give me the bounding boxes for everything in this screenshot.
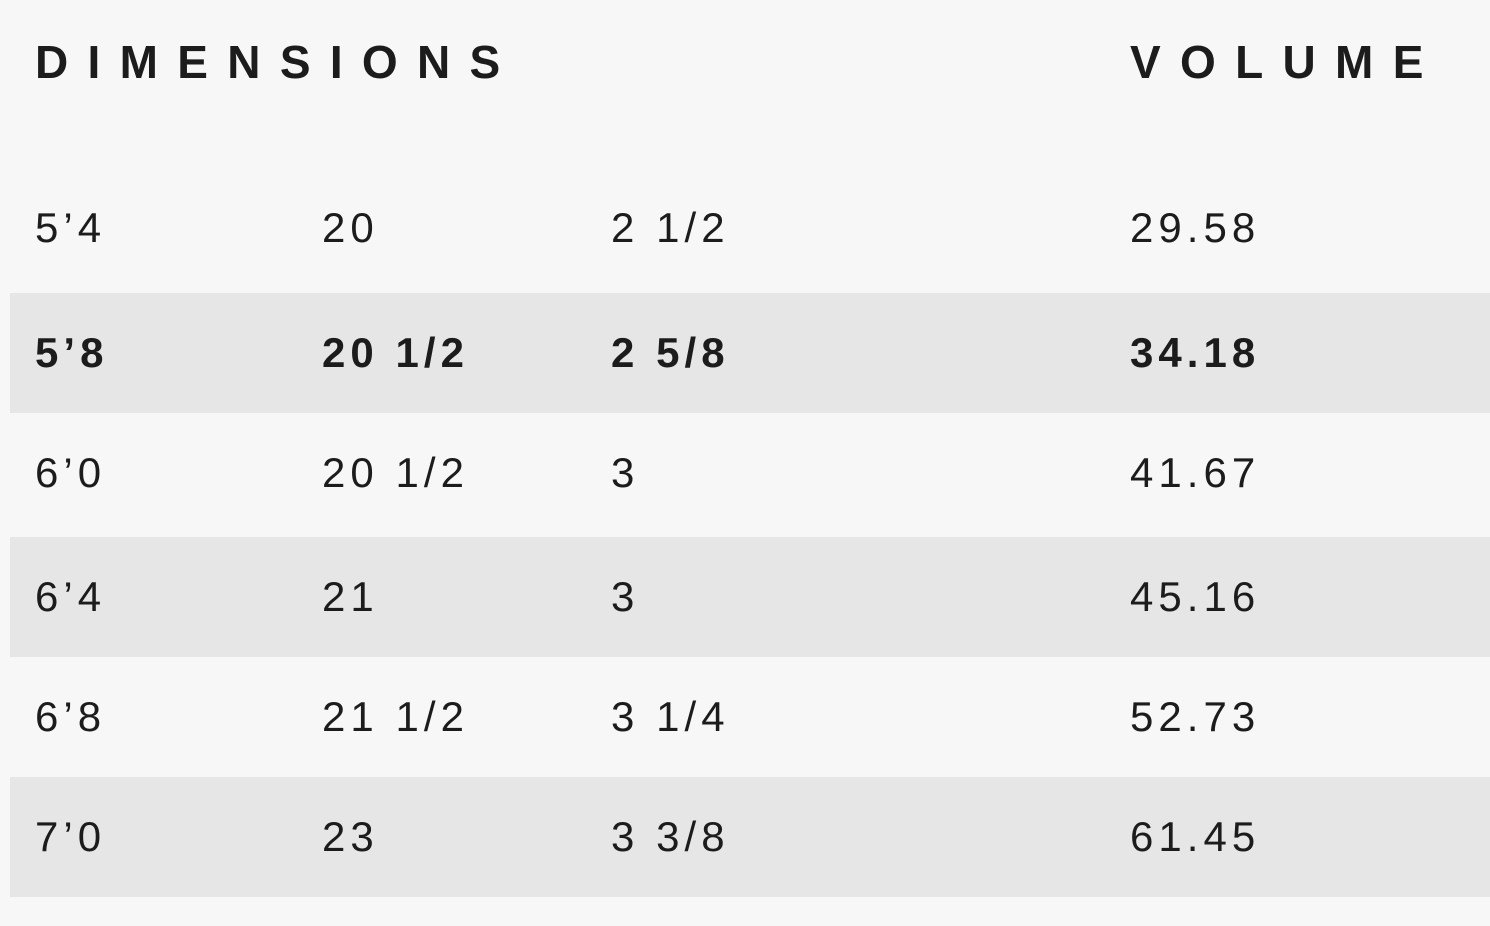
table-row: 6’4 21 3 45.16 — [10, 537, 1490, 657]
length-cell: 5’4 — [35, 204, 107, 251]
table-row: 6’8 21 1/2 3 1/4 52.73 — [10, 657, 1490, 777]
width-cell: 20 — [322, 204, 379, 251]
length-cell: 6’4 — [35, 573, 107, 620]
table-row: 5’8 20 1/2 2 5/8 34.18 — [10, 293, 1490, 413]
width-cell: 21 — [322, 573, 379, 620]
volume-header: VOLUME — [1130, 36, 1443, 88]
length-cell: 6’0 — [35, 449, 107, 496]
volume-cell: 41.67 — [1130, 449, 1261, 496]
length-cell: 5’8 — [35, 329, 109, 376]
width-cell: 21 1/2 — [322, 693, 470, 740]
volume-cell: 45.16 — [1130, 573, 1261, 620]
thickness-cell: 2 1/2 — [611, 204, 730, 251]
width-cell: 23 — [322, 813, 379, 860]
length-cell: 7’0 — [35, 813, 107, 860]
length-cell: 6’8 — [35, 693, 107, 740]
volume-cell: 29.58 — [1130, 204, 1261, 251]
table-row: 6’0 20 1/2 3 41.67 — [10, 413, 1490, 533]
width-cell: 20 1/2 — [322, 449, 470, 496]
volume-cell: 52.73 — [1130, 693, 1261, 740]
table-row: 5’4 20 2 1/2 29.58 — [10, 168, 1490, 288]
volume-cell: 34.18 — [1130, 329, 1261, 376]
thickness-cell: 3 3/8 — [611, 813, 730, 860]
volume-cell: 61.45 — [1130, 813, 1261, 860]
width-cell: 20 1/2 — [322, 329, 470, 376]
thickness-cell: 2 5/8 — [611, 329, 730, 376]
table-row: 7’0 23 3 3/8 61.45 — [10, 777, 1490, 897]
thickness-cell: 3 1/4 — [611, 693, 730, 740]
thickness-cell: 3 — [611, 449, 640, 496]
thickness-cell: 3 — [611, 573, 640, 620]
dimensions-header: DIMENSIONS — [35, 36, 520, 88]
